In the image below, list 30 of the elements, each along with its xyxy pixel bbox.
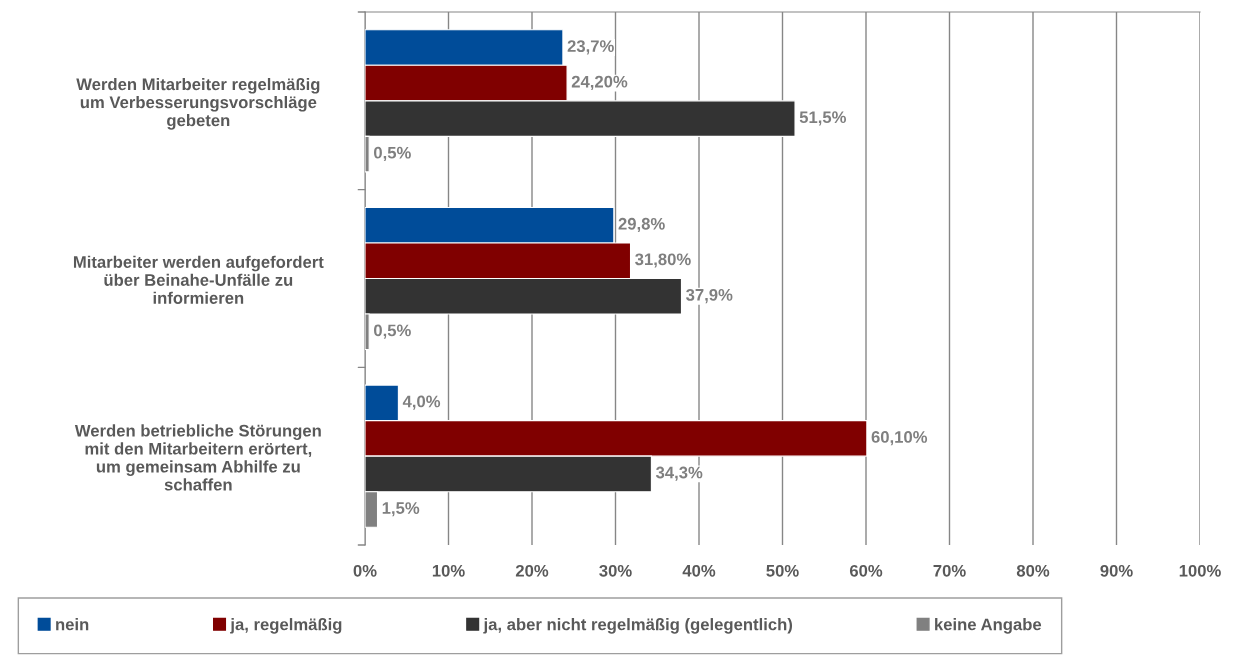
x-tick-label: 80% [1016,564,1050,577]
x-tick-label: 90% [1100,564,1133,577]
x-tick-label: 100% [1179,564,1221,577]
legend-label: ja, aber nicht regelmäßig (gelegentlich) [483,618,793,634]
data-label: 0,5% [374,324,411,339]
x-tick-label: 40% [682,564,716,577]
x-tick-label: 50% [766,564,799,577]
legend-label: nein [56,618,89,631]
legend-label: keine Angabe [935,618,1042,634]
y-tick-label: Werden Mitarbeiter regelmäßig um Verbesserungsvorschläge gebeten [76,77,320,130]
data-label: 1,5% [382,502,420,517]
data-label: 51,5% [799,111,847,126]
x-tick-label: 60% [849,564,883,577]
legend-label: ja, regelmäßig [230,618,342,634]
data-label: 34,3% [655,466,703,481]
y-tick-label: Werden betriebliche Störungen mit den Mitarbeitern erörtert, um gemeinsam Abhilfe zu schaffen [74,424,321,491]
x-tick-label: 10% [432,564,465,577]
data-label: 4,0% [402,395,441,410]
x-tick-label: 70% [933,564,966,577]
data-label: 23,7% [567,40,614,55]
x-tick-label: 20% [515,564,549,577]
x-tick-label: 0% [353,564,377,577]
data-label: 31,80% [635,253,691,268]
data-label: 24,20% [571,75,628,90]
data-label: 29,8% [618,217,665,233]
data-label: 0,5% [374,146,411,162]
y-tick-label: Mitarbeiter werden aufgefordert über Beinahe-Unfälle zu informieren [73,255,324,304]
x-tick-label: 30% [599,564,632,577]
data-label: 37,9% [686,288,733,304]
data-label: 60,10% [871,431,928,446]
